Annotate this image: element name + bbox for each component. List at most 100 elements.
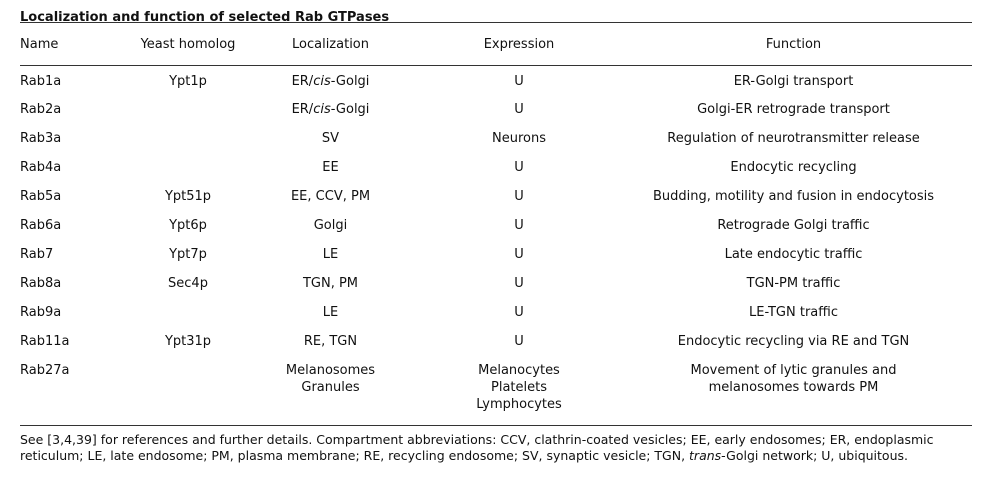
header-yeast-homolog: Yeast homolog	[138, 23, 238, 66]
bottom-rule	[20, 425, 972, 426]
cell-localization: EE	[238, 152, 423, 181]
table-row: Rab6a Ypt6p Golgi U Retrograde Golgi tra…	[20, 210, 972, 239]
cell-name: Rab27a	[20, 363, 70, 378]
footnote-text: See [3,4,39] for references and further …	[20, 432, 934, 463]
cell-name: Rab5a	[20, 189, 62, 204]
cell-function: Endocytic recycling	[730, 160, 857, 175]
header-localization: Localization	[238, 23, 423, 66]
header-name: Name	[20, 23, 138, 66]
loc-text: EE, CCV, PM	[290, 189, 371, 204]
header-expression: Expression	[423, 23, 615, 66]
loc-text: ER/	[291, 102, 314, 117]
cell-name: Rab9a	[20, 305, 62, 320]
cell-function: LE-TGN traffic	[749, 305, 838, 320]
cell-yeast-homolog: Ypt6p	[169, 218, 207, 233]
cell-expression: U	[514, 276, 524, 291]
loc-line: Melanosomes	[285, 363, 376, 378]
cell-expression: U	[514, 334, 524, 349]
cell-yeast-homolog: Ypt1p	[169, 73, 207, 89]
cell-expression: U	[514, 218, 524, 233]
loc-text: LE	[322, 247, 339, 262]
cell-yeast-homolog	[138, 355, 238, 419]
cell-localization: RE, TGN	[238, 326, 423, 355]
table-row: Rab1a Ypt1p ER/cis-Golgi U ER-Golgi tran…	[20, 65, 972, 94]
cell-function: Movement of lytic granules and melanosom…	[615, 355, 972, 419]
cell-name: Rab1a	[20, 73, 62, 89]
cell-localization: Golgi	[238, 210, 423, 239]
cell-expression: U	[514, 73, 524, 89]
cell-function: Budding, motility and fusion in endocyto…	[652, 189, 935, 204]
loc-text: SV	[321, 131, 340, 146]
loc-text: Golgi	[313, 218, 348, 233]
cell-yeast-homolog	[138, 152, 238, 181]
loc-text: EE	[322, 160, 339, 175]
cell-yeast-homolog: Ypt51p	[164, 189, 212, 204]
cell-name: Rab11a	[20, 334, 70, 349]
expr-line: Melanocytes	[478, 363, 560, 378]
table-row: Rab4a EE U Endocytic recycling	[20, 152, 972, 181]
cell-yeast-homolog: Ypt31p	[164, 334, 212, 349]
cell-expression: Melanocytes Platelets Lymphocytes	[423, 355, 615, 419]
cell-function: Late endocytic traffic	[724, 247, 863, 262]
table-figure: Localization and function of selected Ra…	[20, 0, 974, 464]
cell-expression: U	[514, 305, 524, 320]
cell-function: TGN-PM traffic	[746, 276, 841, 291]
func-line: Movement of lytic granules and	[690, 363, 897, 378]
cell-yeast-homolog	[138, 297, 238, 326]
rab-table: Name Yeast homolog Localization Expressi…	[20, 23, 972, 419]
table-row: Rab9a LE U LE-TGN traffic	[20, 297, 972, 326]
table-row: Rab27a Melanosomes Granules Melanocytes …	[20, 355, 972, 419]
loc-text-end: -Golgi	[330, 102, 370, 117]
table-row: Rab7 Ypt7p LE U Late endocytic traffic	[20, 239, 972, 268]
header-row: Name Yeast homolog Localization Expressi…	[20, 23, 972, 66]
cell-function: Regulation of neurotransmitter release	[667, 131, 920, 146]
cell-localization: LE	[238, 297, 423, 326]
table-row: Rab5a Ypt51p EE, CCV, PM U Budding, moti…	[20, 181, 972, 210]
cell-expression: U	[514, 160, 524, 175]
cell-yeast-homolog	[138, 123, 238, 152]
cell-localization: Melanosomes Granules	[238, 355, 423, 419]
loc-line: Granules	[301, 380, 360, 395]
cell-function: Retrograde Golgi traffic	[717, 218, 870, 233]
cell-expression: Neurons	[492, 131, 546, 146]
cell-localization: LE	[238, 239, 423, 268]
table-footnote: See [3,4,39] for references and further …	[20, 426, 972, 464]
cell-localization: EE, CCV, PM	[238, 181, 423, 210]
cell-localization: ER/cis-Golgi	[238, 65, 423, 94]
cell-yeast-homolog	[138, 94, 238, 123]
table-row: Rab3a SV Neurons Regulation of neurotran…	[20, 123, 972, 152]
loc-italic: cis	[313, 102, 331, 117]
loc-text: RE, TGN	[303, 334, 358, 349]
cell-localization: TGN, PM	[238, 268, 423, 297]
footnote-italic: trans	[689, 448, 722, 463]
cell-function: ER-Golgi transport	[733, 73, 854, 89]
cell-localization: ER/cis-Golgi	[238, 94, 423, 123]
table-row: Rab2a ER/cis-Golgi U Golgi-ER retrograde…	[20, 94, 972, 123]
loc-italic: cis	[313, 73, 331, 89]
expr-line: Lymphocytes	[476, 397, 562, 412]
expr-line: Platelets	[491, 380, 547, 395]
cell-name: Rab2a	[20, 102, 62, 117]
top-rule	[20, 22, 972, 23]
loc-text: TGN, PM	[302, 276, 359, 291]
loc-text: ER/	[291, 73, 314, 89]
table-body: Rab1a Ypt1p ER/cis-Golgi U ER-Golgi tran…	[20, 65, 972, 419]
table-row: Rab11a Ypt31p RE, TGN U Endocytic recycl…	[20, 326, 972, 355]
loc-text-end: -Golgi	[330, 73, 370, 89]
cell-name: Rab4a	[20, 160, 62, 175]
cell-yeast-homolog: Ypt7p	[169, 247, 207, 262]
cell-expression: U	[514, 189, 524, 204]
header-function: Function	[615, 23, 972, 66]
cell-name: Rab7	[20, 247, 54, 262]
func-line: melanosomes towards PM	[708, 380, 879, 395]
cell-name: Rab8a	[20, 276, 62, 291]
cell-function: Golgi-ER retrograde transport	[697, 102, 890, 117]
cell-localization: SV	[238, 123, 423, 152]
loc-text: LE	[322, 305, 339, 320]
table-row: Rab8a Sec4p TGN, PM U TGN-PM traffic	[20, 268, 972, 297]
cell-name: Rab6a	[20, 218, 62, 233]
cell-expression: U	[514, 247, 524, 262]
cell-expression: U	[514, 102, 524, 117]
footnote-text-end: -Golgi network; U, ubiquitous.	[721, 448, 908, 463]
cell-yeast-homolog: Sec4p	[168, 276, 208, 291]
